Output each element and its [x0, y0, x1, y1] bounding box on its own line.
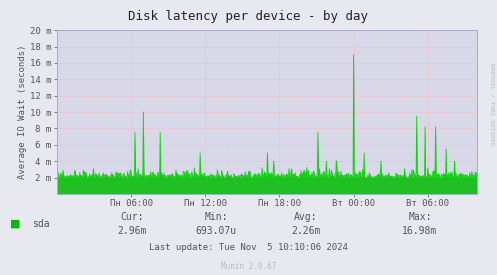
Text: Max:: Max:: [408, 212, 432, 222]
Text: ■: ■: [10, 219, 20, 229]
Text: Last update: Tue Nov  5 10:10:06 2024: Last update: Tue Nov 5 10:10:06 2024: [149, 243, 348, 252]
Text: 693.07u: 693.07u: [196, 226, 237, 236]
Text: Min:: Min:: [204, 212, 228, 222]
Text: 16.98m: 16.98m: [403, 226, 437, 236]
Text: RRDTOOL / TOBI OETIKER: RRDTOOL / TOBI OETIKER: [490, 63, 495, 146]
Text: 2.26m: 2.26m: [291, 226, 321, 236]
Text: Munin 2.0.67: Munin 2.0.67: [221, 262, 276, 271]
Text: 2.96m: 2.96m: [117, 226, 147, 236]
Text: Disk latency per device - by day: Disk latency per device - by day: [129, 10, 368, 23]
Text: Cur:: Cur:: [120, 212, 144, 222]
Text: Avg:: Avg:: [294, 212, 318, 222]
Text: sda: sda: [32, 219, 50, 229]
Y-axis label: Average IO Wait (seconds): Average IO Wait (seconds): [18, 45, 27, 179]
